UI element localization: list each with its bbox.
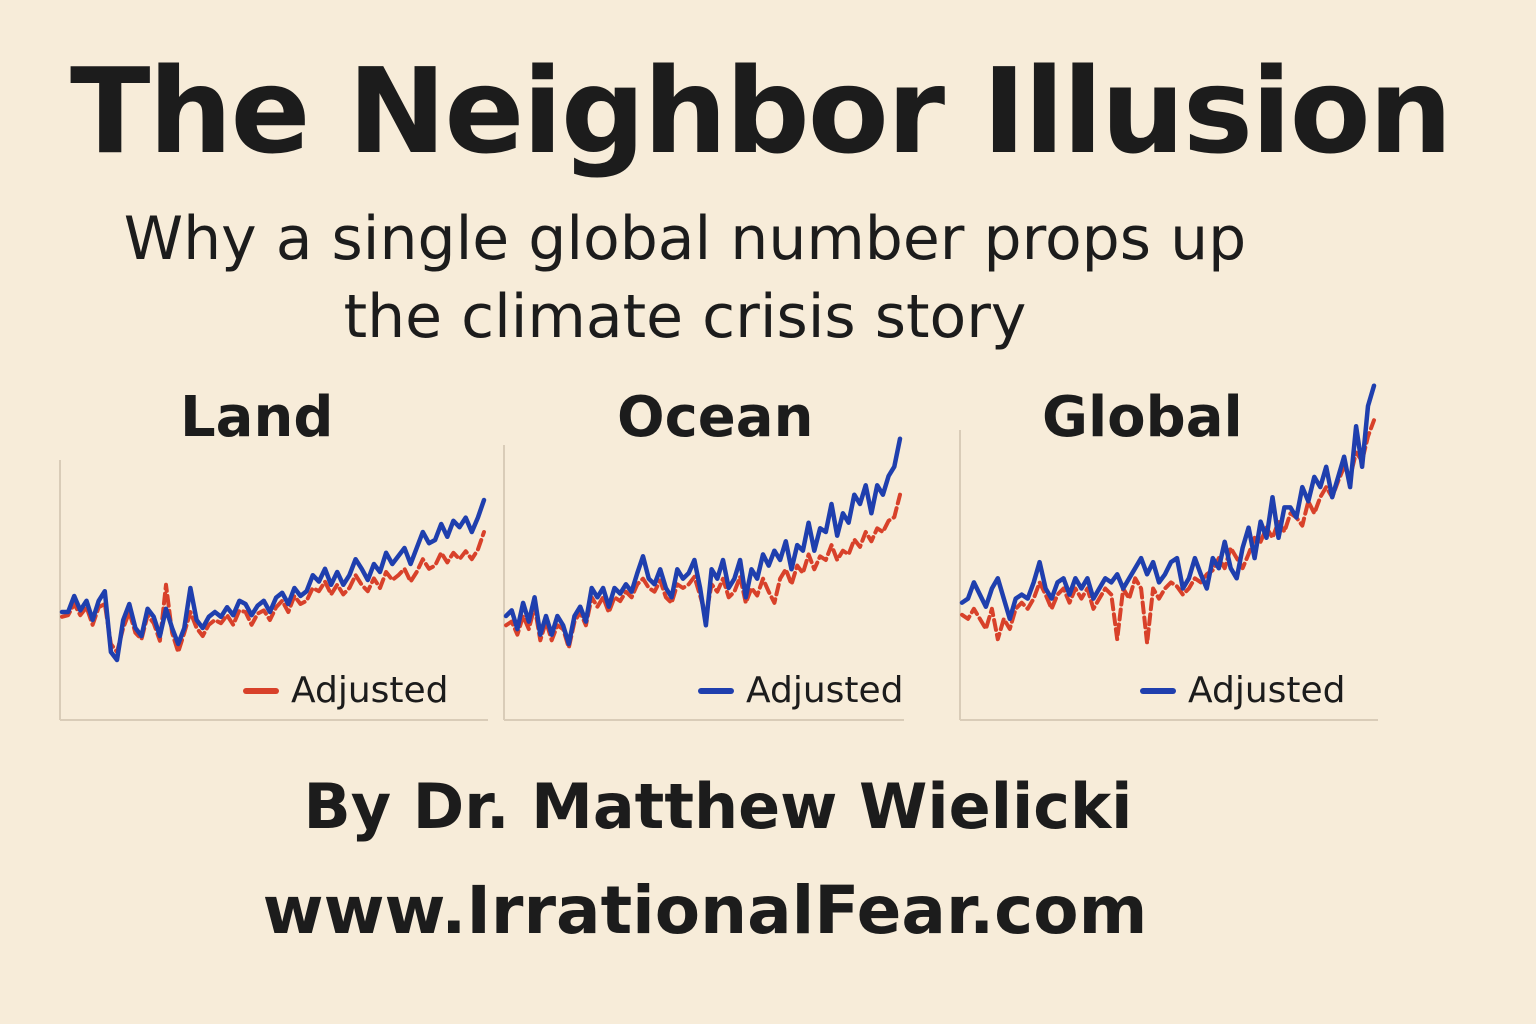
blue-series-line: [59, 497, 487, 663]
byline: By Dr. Matthew Wielicki: [303, 770, 1133, 843]
red-series-line: [60, 530, 486, 654]
chart-panel-global: Global Adjusted: [958, 380, 1398, 725]
chart-global: [959, 383, 1378, 721]
chart-land: [59, 460, 488, 721]
legend-label: Adjusted: [746, 670, 904, 711]
chart-title-global: Global: [1042, 385, 1243, 450]
chart-legend-land: Adjusted: [243, 670, 449, 711]
chart-panel-ocean: Ocean Adjusted: [502, 380, 942, 725]
legend-swatch: [698, 687, 734, 694]
legend-swatch: [1140, 687, 1176, 694]
blue-series-line: [959, 383, 1377, 622]
legend-swatch: [243, 687, 279, 694]
red-series-line: [960, 418, 1376, 646]
page-title: The Neighbor Illusion: [70, 42, 1453, 180]
chart-title-land: Land: [180, 385, 334, 450]
chart-legend-global: Adjusted: [1140, 670, 1346, 711]
page-subtitle: Why a single global number props up the …: [123, 204, 1247, 352]
chart-panel-land: Land Adjusted: [58, 380, 498, 725]
legend-label: Adjusted: [1188, 670, 1346, 711]
chart-title-ocean: Ocean: [617, 385, 814, 450]
blue-series-line: [503, 436, 903, 647]
legend-label: Adjusted: [291, 670, 449, 711]
chart-ocean: [503, 436, 904, 721]
chart-legend-ocean: Adjusted: [698, 670, 904, 711]
website-url[interactable]: www.IrrationalFear.com: [262, 872, 1148, 949]
